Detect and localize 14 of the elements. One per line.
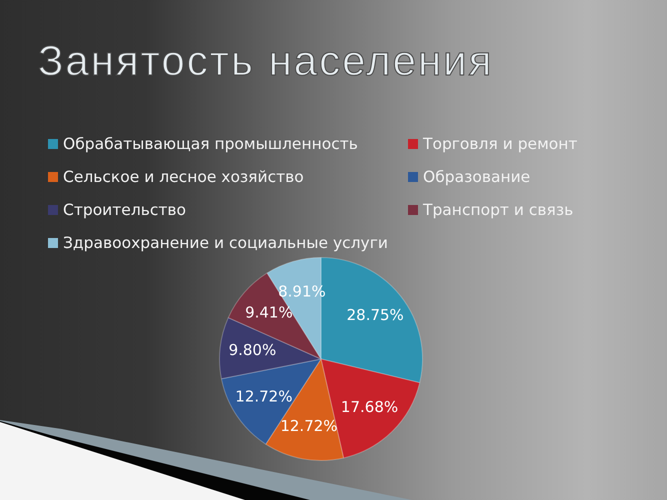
legend-label: Торговля и ремонт — [423, 134, 578, 152]
chart-title: Занятость населения — [38, 36, 494, 86]
data-label: 9.80% — [228, 341, 276, 360]
data-label: 12.72% — [235, 388, 292, 406]
data-label: 17.68% — [340, 398, 398, 416]
data-label: 28.75% — [346, 306, 404, 324]
data-label: 9.41% — [245, 304, 293, 322]
legend-label: Транспорт и связь — [423, 200, 574, 218]
legend-label: Строительство — [63, 200, 186, 218]
legend-label: Обрабатывающая промышленность — [63, 134, 358, 152]
legend-label: Сельское и лесное хозяйство — [63, 168, 304, 186]
legend-label: Образование — [423, 168, 530, 186]
data-label: 12.72% — [280, 416, 338, 435]
legend-label: Здравоохранение и социальные услуги — [63, 234, 388, 252]
